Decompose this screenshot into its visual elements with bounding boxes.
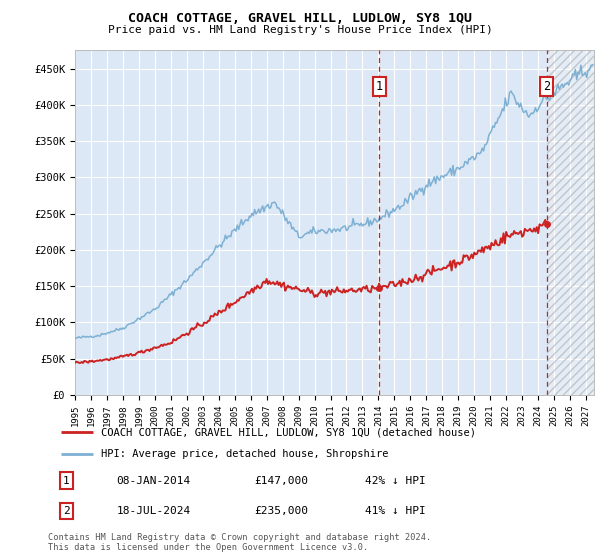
Text: £235,000: £235,000 bbox=[254, 506, 308, 516]
Text: 41% ↓ HPI: 41% ↓ HPI bbox=[365, 506, 425, 516]
Text: 08-JAN-2014: 08-JAN-2014 bbox=[116, 476, 191, 486]
Text: Price paid vs. HM Land Registry's House Price Index (HPI): Price paid vs. HM Land Registry's House … bbox=[107, 25, 493, 35]
Text: COACH COTTAGE, GRAVEL HILL, LUDLOW, SY8 1QU (detached house): COACH COTTAGE, GRAVEL HILL, LUDLOW, SY8 … bbox=[101, 427, 476, 437]
Text: 2: 2 bbox=[63, 506, 70, 516]
Text: Contains HM Land Registry data © Crown copyright and database right 2024.: Contains HM Land Registry data © Crown c… bbox=[48, 533, 431, 542]
Text: COACH COTTAGE, GRAVEL HILL, LUDLOW, SY8 1QU: COACH COTTAGE, GRAVEL HILL, LUDLOW, SY8 … bbox=[128, 12, 472, 25]
Text: 2: 2 bbox=[543, 80, 550, 93]
Text: 42% ↓ HPI: 42% ↓ HPI bbox=[365, 476, 425, 486]
Text: This data is licensed under the Open Government Licence v3.0.: This data is licensed under the Open Gov… bbox=[48, 543, 368, 552]
Bar bbox=[547, 50, 594, 395]
Text: 1: 1 bbox=[63, 476, 70, 486]
Bar bbox=[547, 50, 594, 395]
Text: £147,000: £147,000 bbox=[254, 476, 308, 486]
Text: HPI: Average price, detached house, Shropshire: HPI: Average price, detached house, Shro… bbox=[101, 450, 388, 459]
Text: 18-JUL-2024: 18-JUL-2024 bbox=[116, 506, 191, 516]
Text: 1: 1 bbox=[376, 80, 383, 93]
